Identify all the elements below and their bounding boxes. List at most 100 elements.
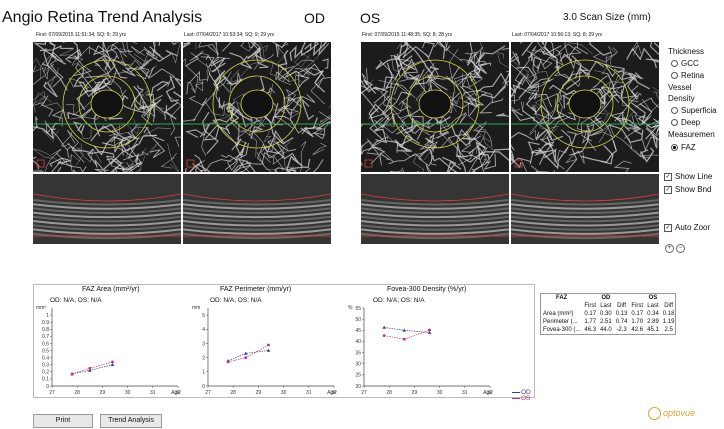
show-bnd-option[interactable]: ✓ Show Bnd [664, 185, 711, 194]
vessel-segment [185, 122, 211, 138]
retinal-layer [183, 207, 331, 214]
x-tick-label: 30 [281, 390, 287, 396]
vessel-segment [428, 119, 449, 139]
vessel-segment [304, 42, 326, 70]
os-last-bscan-image[interactable] [511, 174, 659, 244]
vessel-segment [388, 153, 423, 165]
segmentation-line [33, 193, 181, 202]
vessel-segment [128, 136, 143, 172]
vessel-segment [106, 42, 126, 54]
y-tick-label: 0 [46, 384, 49, 390]
retinal-layer [361, 224, 509, 231]
y-axis-label: mm² [36, 305, 46, 311]
vessel-segment [623, 117, 643, 135]
print-button[interactable]: Print [33, 414, 93, 428]
y-tick-label: 0.8 [42, 327, 49, 333]
trend-analysis-button[interactable]: Trend Analysis [100, 414, 162, 428]
retinal-layer [33, 215, 181, 223]
show-bnd-checkbox[interactable]: ✓ [664, 185, 672, 194]
vessel-segment [71, 148, 94, 154]
superficial-option[interactable]: Superficia [671, 106, 717, 115]
series-line-os [384, 329, 430, 340]
vessel-segment [614, 116, 641, 132]
retinal-layer [183, 203, 331, 210]
faz-radio[interactable] [671, 144, 678, 152]
vessel-segment [379, 152, 390, 166]
auto-zoom-option[interactable]: ✓ Auto Zoor [664, 223, 710, 232]
fovea-inner-ring [406, 75, 464, 133]
vessel-segment [150, 68, 176, 87]
y-tick-label: 45 [355, 328, 361, 334]
faz-table-sub: Diff [664, 303, 674, 309]
vessel-segment [451, 124, 487, 150]
os-first-bscan-image[interactable] [361, 174, 509, 244]
vessel-segment [521, 42, 545, 56]
vessel-segment [366, 138, 394, 163]
vessel-segment [511, 106, 521, 112]
vessel-segment [533, 104, 565, 120]
vessel-segment [361, 68, 368, 86]
vessel-segment [291, 167, 311, 172]
vessel-segment [542, 42, 557, 59]
faz-boundary [90, 89, 124, 119]
vessel-segment [267, 141, 299, 163]
auto-zoom-checkbox[interactable]: ✓ [664, 223, 672, 232]
vessel-segment [126, 42, 143, 66]
zoom-out-icon[interactable]: − [676, 244, 685, 253]
vessel-segment [289, 45, 304, 61]
table-row: Fovea-300 (... 46.3 44.0 -2.3 42.6 45.1 … [541, 326, 676, 334]
od-last-bscan-image[interactable] [183, 174, 331, 244]
vessel-segment [43, 67, 59, 88]
gcc-option[interactable]: GCC [671, 59, 699, 68]
faz-option[interactable]: FAZ [671, 143, 696, 152]
vessel-segment [574, 60, 605, 79]
superficial-radio[interactable] [671, 107, 678, 115]
vessel-segment [382, 102, 404, 128]
deep-radio[interactable] [671, 119, 678, 127]
x-tick-label: 31 [462, 390, 468, 396]
deep-option[interactable]: Deep [671, 118, 700, 127]
vessel-segment [525, 78, 554, 89]
segmentation-line [511, 193, 659, 202]
vessel-segment [541, 94, 561, 126]
vessel-segment [412, 152, 425, 172]
retinal-layer [183, 232, 331, 240]
table-cell: 46.3 [584, 327, 597, 333]
retinal-layer [33, 207, 181, 214]
zoom-in-icon[interactable]: + [665, 244, 674, 253]
od-first-bscan-image[interactable] [33, 174, 181, 244]
vessel-segment [469, 63, 486, 84]
vessel-segment [40, 53, 57, 80]
show-lines-checkbox[interactable]: ✓ [664, 172, 672, 181]
table-cell: -2.3 [616, 327, 627, 333]
od-first-angio-image[interactable] [33, 42, 181, 172]
vessel-segment [33, 92, 52, 105]
vessel-segment [203, 113, 231, 127]
show-lines-label: Show Line [675, 172, 713, 181]
vessel-segment [43, 102, 70, 119]
fovea-inner-ring [556, 75, 614, 133]
os-first-angio-image[interactable] [361, 42, 509, 172]
table-cell: 2.5 [664, 327, 673, 333]
vessel-segment [370, 141, 386, 165]
x-tick-label: 28 [230, 390, 236, 396]
vessel-segment [501, 48, 509, 50]
od-last-angio-image[interactable] [183, 42, 331, 172]
retina-radio[interactable] [671, 72, 678, 80]
series-line-od [228, 350, 269, 362]
retina-option[interactable]: Retina [671, 71, 704, 80]
show-lines-option[interactable]: ✓ Show Line [664, 172, 712, 181]
table-row-label: Area (mm²) [543, 311, 574, 317]
vessel-segment [445, 75, 473, 84]
os-last-angio-image[interactable] [511, 42, 659, 172]
density-heading: Density [668, 94, 695, 103]
y-tick-label: 0.6 [42, 341, 49, 347]
vessel-segment [139, 59, 154, 79]
vessel-segment [313, 128, 326, 140]
retinal-layer [511, 199, 659, 206]
vessel-segment [601, 87, 623, 101]
vessel-segment [483, 153, 496, 170]
gcc-radio[interactable] [671, 60, 678, 68]
vessel-segment [150, 94, 166, 120]
